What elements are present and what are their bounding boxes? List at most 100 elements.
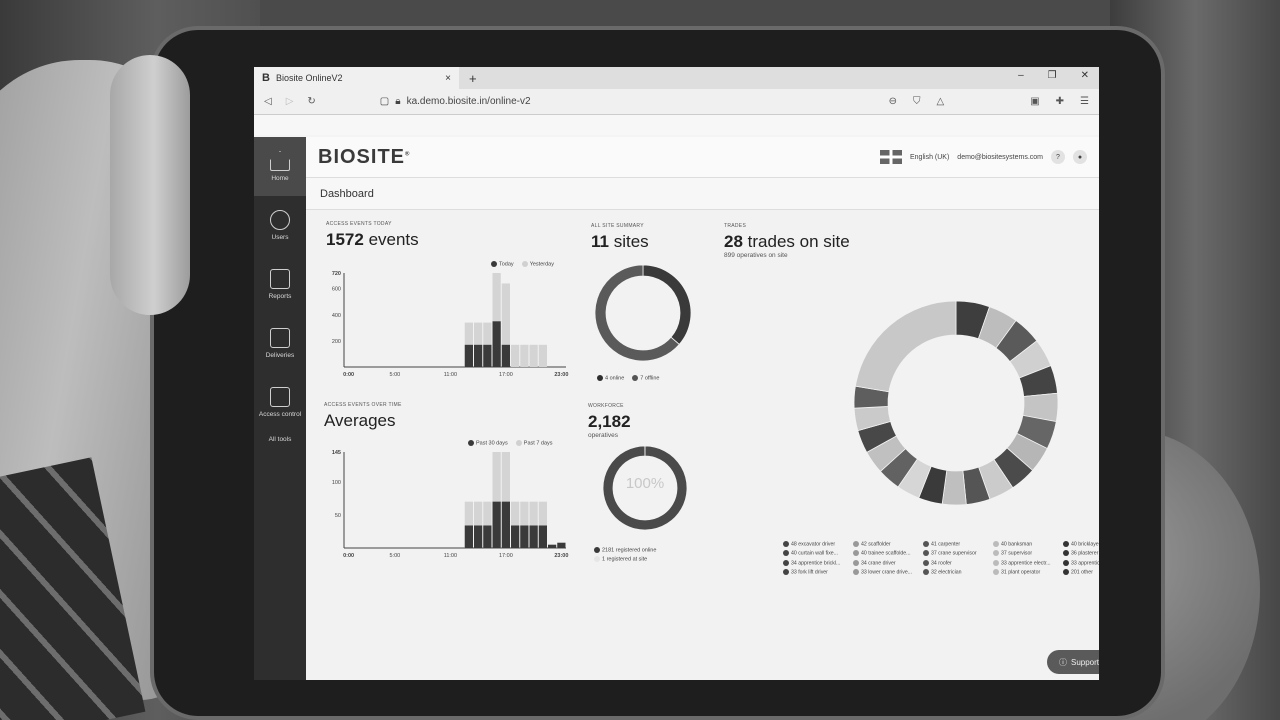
rewards-icon[interactable]: △ <box>936 96 945 107</box>
biosite-logo[interactable]: BIOSITE® <box>318 145 411 168</box>
trade-legend-item: 40 curtain wall fixe... <box>783 550 853 557</box>
workforce-sub: operatives <box>588 432 618 439</box>
sidebar-item-home[interactable]: Home <box>254 137 306 196</box>
trade-legend-label: 40 banksman <box>1001 541 1033 548</box>
app-header: BIOSITE® English (UK) demo@biositesystem… <box>306 137 1099 178</box>
support-button[interactable]: ⓘ Support <box>1047 650 1099 674</box>
y-tick-label: 200 <box>332 339 341 345</box>
user-email[interactable]: demo@biositesystems.com <box>957 153 1043 161</box>
bar-past-7-days <box>464 501 473 548</box>
trade-legend-label: 37 crane supervisor <box>931 550 977 557</box>
bar-yesterday <box>511 344 520 367</box>
legend-registered-at-site: 1 registered at site <box>594 556 647 563</box>
trade-legend-label: 33 apprentice engine... <box>1071 560 1099 567</box>
uk-flag-icon[interactable] <box>880 150 902 164</box>
account-icon[interactable]: ● <box>1073 150 1087 164</box>
trade-legend-label: 48 excavator driver <box>791 541 836 548</box>
sidebar-item-access-control[interactable]: Access control <box>254 373 306 432</box>
trade-legend-item: 33 lower crane drive... <box>853 569 923 576</box>
legend-registered-online: 2181 registered online <box>594 547 656 553</box>
sidebar-item-deliveries[interactable]: Deliveries <box>254 314 306 373</box>
biosite-app: Home Users Reports Deliveries Access con… <box>254 137 1099 680</box>
minimize-button[interactable]: – <box>1018 70 1024 81</box>
x-tick-label: 5:00 <box>390 372 401 378</box>
forward-icon[interactable]: ▷ <box>285 96 294 107</box>
window-controls: – ❐ ✕ <box>1018 70 1089 81</box>
sidebar-item-label: Deliveries <box>265 352 295 359</box>
trade-legend-label: 31 plant operator <box>1001 569 1041 576</box>
sites-count: 11 sites <box>591 232 649 251</box>
trade-legend-item: 37 supervisor <box>993 550 1063 557</box>
extension-wallet-icon[interactable]: ▣ <box>1030 96 1040 107</box>
home-icon <box>270 151 290 171</box>
legend-offline: 7 offline <box>632 375 659 381</box>
legend-yesterday: Yesterday <box>521 261 554 267</box>
sites-caption: ALL SITE SUMMARY <box>591 223 644 229</box>
bar-yesterday <box>474 322 483 367</box>
language-selector[interactable]: English (UK) <box>910 153 950 161</box>
browser-tab-bar: B Biosite OnlineV2 × + – ❐ ✕ <box>254 67 1099 89</box>
trade-legend-item: 31 plant operator <box>993 569 1063 576</box>
bookmark-icon[interactable]: ▢ <box>379 96 390 107</box>
browser-tab[interactable]: B Biosite OnlineV2 × <box>254 67 459 89</box>
photo-thumb <box>110 55 190 315</box>
bar-past-30-days <box>474 525 483 548</box>
access-events-legend: Today Yesterday <box>491 261 554 267</box>
menu-icon[interactable]: ☰ <box>1080 96 1089 107</box>
site-favicon-icon: B <box>262 72 270 84</box>
sites-donut-chart <box>594 264 692 362</box>
back-icon[interactable]: ◁ <box>264 96 272 107</box>
trade-legend-item: 34 apprentice brickl... <box>783 559 853 566</box>
x-tick-label: 0:00 <box>343 553 354 559</box>
y-tick-label: 600 <box>332 287 341 293</box>
sidebar-all-tools[interactable]: All tools <box>268 436 292 443</box>
bar-past-30-days <box>483 525 492 548</box>
legend-dot-icon <box>853 550 859 557</box>
sidebar-item-reports[interactable]: Reports <box>254 255 306 314</box>
legend-dot-icon <box>1063 569 1069 576</box>
bar-past-30-days <box>548 544 557 548</box>
close-window-button[interactable]: ✕ <box>1080 70 1089 81</box>
trade-legend-item: 48 excavator driver <box>783 541 853 547</box>
legend-dot-icon <box>853 559 859 566</box>
x-tick-label: 11:00 <box>444 372 457 378</box>
sidebar: Home Users Reports Deliveries Access con… <box>254 137 306 680</box>
access-events-count: 1572 events <box>326 230 419 249</box>
averages-title: Averages <box>324 411 396 430</box>
url-text: ka.demo.biosite.in/online-v2 <box>406 96 531 107</box>
bar-past-30-days <box>492 501 501 548</box>
legend-dot-icon <box>783 541 789 547</box>
shield-icon[interactable]: ⛉ <box>912 96 921 107</box>
x-tick-label: 23:00 <box>554 372 568 378</box>
averages-caption: ACCESS EVENTS OVER TIME <box>324 402 402 408</box>
bar-today <box>464 344 473 367</box>
trade-legend-item: 34 roofer <box>923 559 993 566</box>
bar-past-7-days <box>492 452 501 548</box>
truck-icon <box>270 328 290 348</box>
x-tick-label: 17:00 <box>499 372 513 378</box>
x-tick-label: 0:00 <box>343 372 354 378</box>
reload-icon[interactable]: ↻ <box>307 96 316 107</box>
y-tick-label: 50 <box>335 513 341 519</box>
trade-legend-item: 201 other <box>1063 569 1099 576</box>
trade-legend-item: 37 crane supervisor <box>923 550 993 557</box>
workforce-caption: WORKFORCE <box>588 403 624 409</box>
url-field[interactable]: ▢ 🔒︎ ka.demo.biosite.in/online-v2 <box>380 96 531 107</box>
extensions-icon[interactable]: ✚ <box>1055 96 1065 107</box>
close-tab-icon[interactable]: × <box>445 72 451 84</box>
trade-legend-item: 42 scaffolder <box>853 541 923 547</box>
help-icon[interactable]: ? <box>1051 150 1065 164</box>
new-tab-button[interactable]: + <box>469 70 477 86</box>
x-tick-label: 5:00 <box>390 553 401 559</box>
bar-yesterday <box>483 322 492 367</box>
bar-yesterday <box>464 322 473 367</box>
trade-legend-label: 40 bricklayer <box>1071 541 1099 548</box>
zoom-icon[interactable]: ⊖ <box>888 96 897 107</box>
legend-dot-icon <box>993 559 999 566</box>
page-title: Dashboard <box>306 178 1099 210</box>
bar-today <box>483 344 492 367</box>
maximize-button[interactable]: ❐ <box>1047 70 1057 81</box>
y-tick-label: 145 <box>332 450 341 456</box>
sidebar-item-users[interactable]: Users <box>254 196 306 255</box>
bar-past-7-days <box>520 501 529 548</box>
